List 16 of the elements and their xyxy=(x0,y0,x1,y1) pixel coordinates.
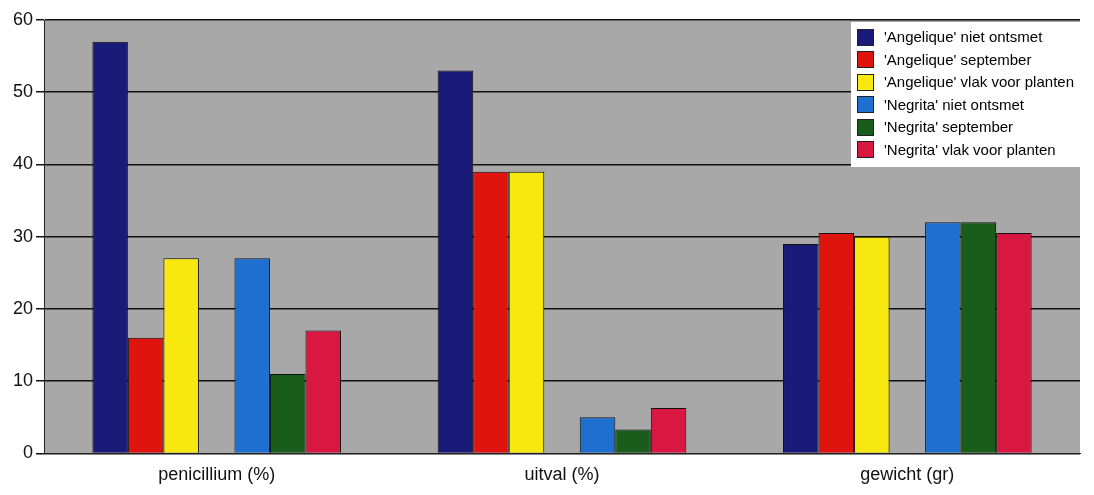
y-tick-label: 0 xyxy=(23,442,34,463)
legend-label: 'Angelique' september xyxy=(883,49,1032,70)
legend-label: 'Negrita' niet ontsmet xyxy=(883,94,1024,115)
legend-label: 'Angelique' vlak voor planten xyxy=(883,72,1074,92)
y-tick-label: 20 xyxy=(12,297,34,318)
legend-label: 'Angelique' niet ontsmet xyxy=(883,27,1043,47)
y-tick-label: 40 xyxy=(12,153,34,174)
y-tick-label: 60 xyxy=(12,8,34,29)
legend-label: 'Negrita' september xyxy=(883,117,1014,137)
x-tick-label: gewicht (gr) xyxy=(860,464,955,485)
y-tick-label: 10 xyxy=(12,370,34,391)
y-tick-label: 50 xyxy=(12,81,34,102)
y-tick-label: 30 xyxy=(12,225,34,246)
legend-label: 'Negrita' vlak voor planten xyxy=(883,139,1056,160)
x-tick-label: penicillium (%) xyxy=(158,464,276,485)
x-tick-label: uitval (%) xyxy=(524,464,600,485)
